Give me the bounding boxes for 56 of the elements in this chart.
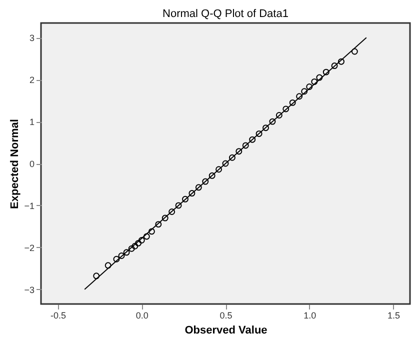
point — [175, 202, 182, 209]
point — [182, 196, 188, 202]
point — [132, 242, 138, 250]
point — [148, 228, 155, 235]
x-tick-label: 1.0 — [304, 310, 316, 320]
point — [113, 256, 120, 262]
point — [276, 112, 282, 118]
point — [228, 154, 236, 161]
point — [155, 221, 162, 228]
point — [118, 252, 125, 259]
point — [208, 172, 216, 179]
y-tick-label: 0 — [29, 159, 34, 169]
point — [236, 148, 242, 155]
x-axis-title: Observed Value — [184, 324, 268, 336]
point — [202, 178, 209, 185]
point — [338, 58, 344, 65]
point — [282, 106, 290, 112]
y-tick-label: −1 — [24, 200, 34, 211]
point — [289, 99, 296, 106]
point — [351, 48, 358, 55]
y-tick-label: 1 — [29, 117, 34, 128]
point — [195, 184, 202, 191]
point — [316, 74, 323, 81]
point — [162, 214, 168, 222]
x-tick-label: 0.5 — [220, 310, 232, 320]
y-tick-label: 2 — [29, 75, 34, 86]
y-tick-label: −2 — [24, 242, 34, 253]
point — [128, 245, 135, 252]
point — [188, 190, 196, 197]
point — [143, 233, 150, 240]
point — [135, 240, 142, 246]
point — [269, 118, 276, 125]
chart-title: Normal Q-Q Plot of Data1 — [162, 8, 288, 20]
point — [123, 249, 130, 256]
point — [301, 88, 308, 95]
point — [216, 166, 222, 173]
x-tick-label: 0.0 — [136, 310, 148, 320]
point — [311, 78, 318, 85]
point — [93, 272, 100, 280]
y-tick-label: −3 — [24, 284, 34, 295]
point — [306, 84, 313, 90]
point — [222, 160, 229, 167]
point — [104, 262, 112, 269]
x-tick-label: -0.5 — [50, 310, 66, 320]
point — [138, 237, 145, 244]
point — [296, 93, 303, 100]
point — [331, 62, 338, 70]
point — [242, 142, 249, 149]
point — [262, 124, 269, 132]
x-tick-label: 1.5 — [387, 310, 400, 320]
point — [322, 68, 330, 76]
y-axis-title: Expected Normal — [9, 119, 22, 209]
point — [256, 130, 262, 137]
y-tick-label: 3 — [29, 33, 34, 44]
point — [249, 136, 256, 143]
point — [168, 208, 176, 215]
